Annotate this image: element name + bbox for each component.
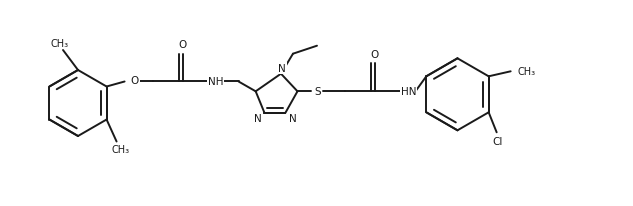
Text: HN: HN	[401, 87, 417, 97]
Text: N: N	[289, 113, 296, 123]
Text: O: O	[179, 40, 187, 50]
Text: O: O	[370, 50, 379, 60]
Text: N: N	[254, 113, 261, 123]
Text: S: S	[314, 87, 321, 97]
Text: N: N	[278, 63, 286, 73]
Text: O: O	[130, 76, 139, 86]
Text: CH₃: CH₃	[518, 67, 536, 77]
Text: CH₃: CH₃	[51, 39, 69, 49]
Text: Cl: Cl	[492, 137, 503, 147]
Text: CH₃: CH₃	[111, 145, 130, 155]
Text: NH: NH	[208, 77, 223, 87]
